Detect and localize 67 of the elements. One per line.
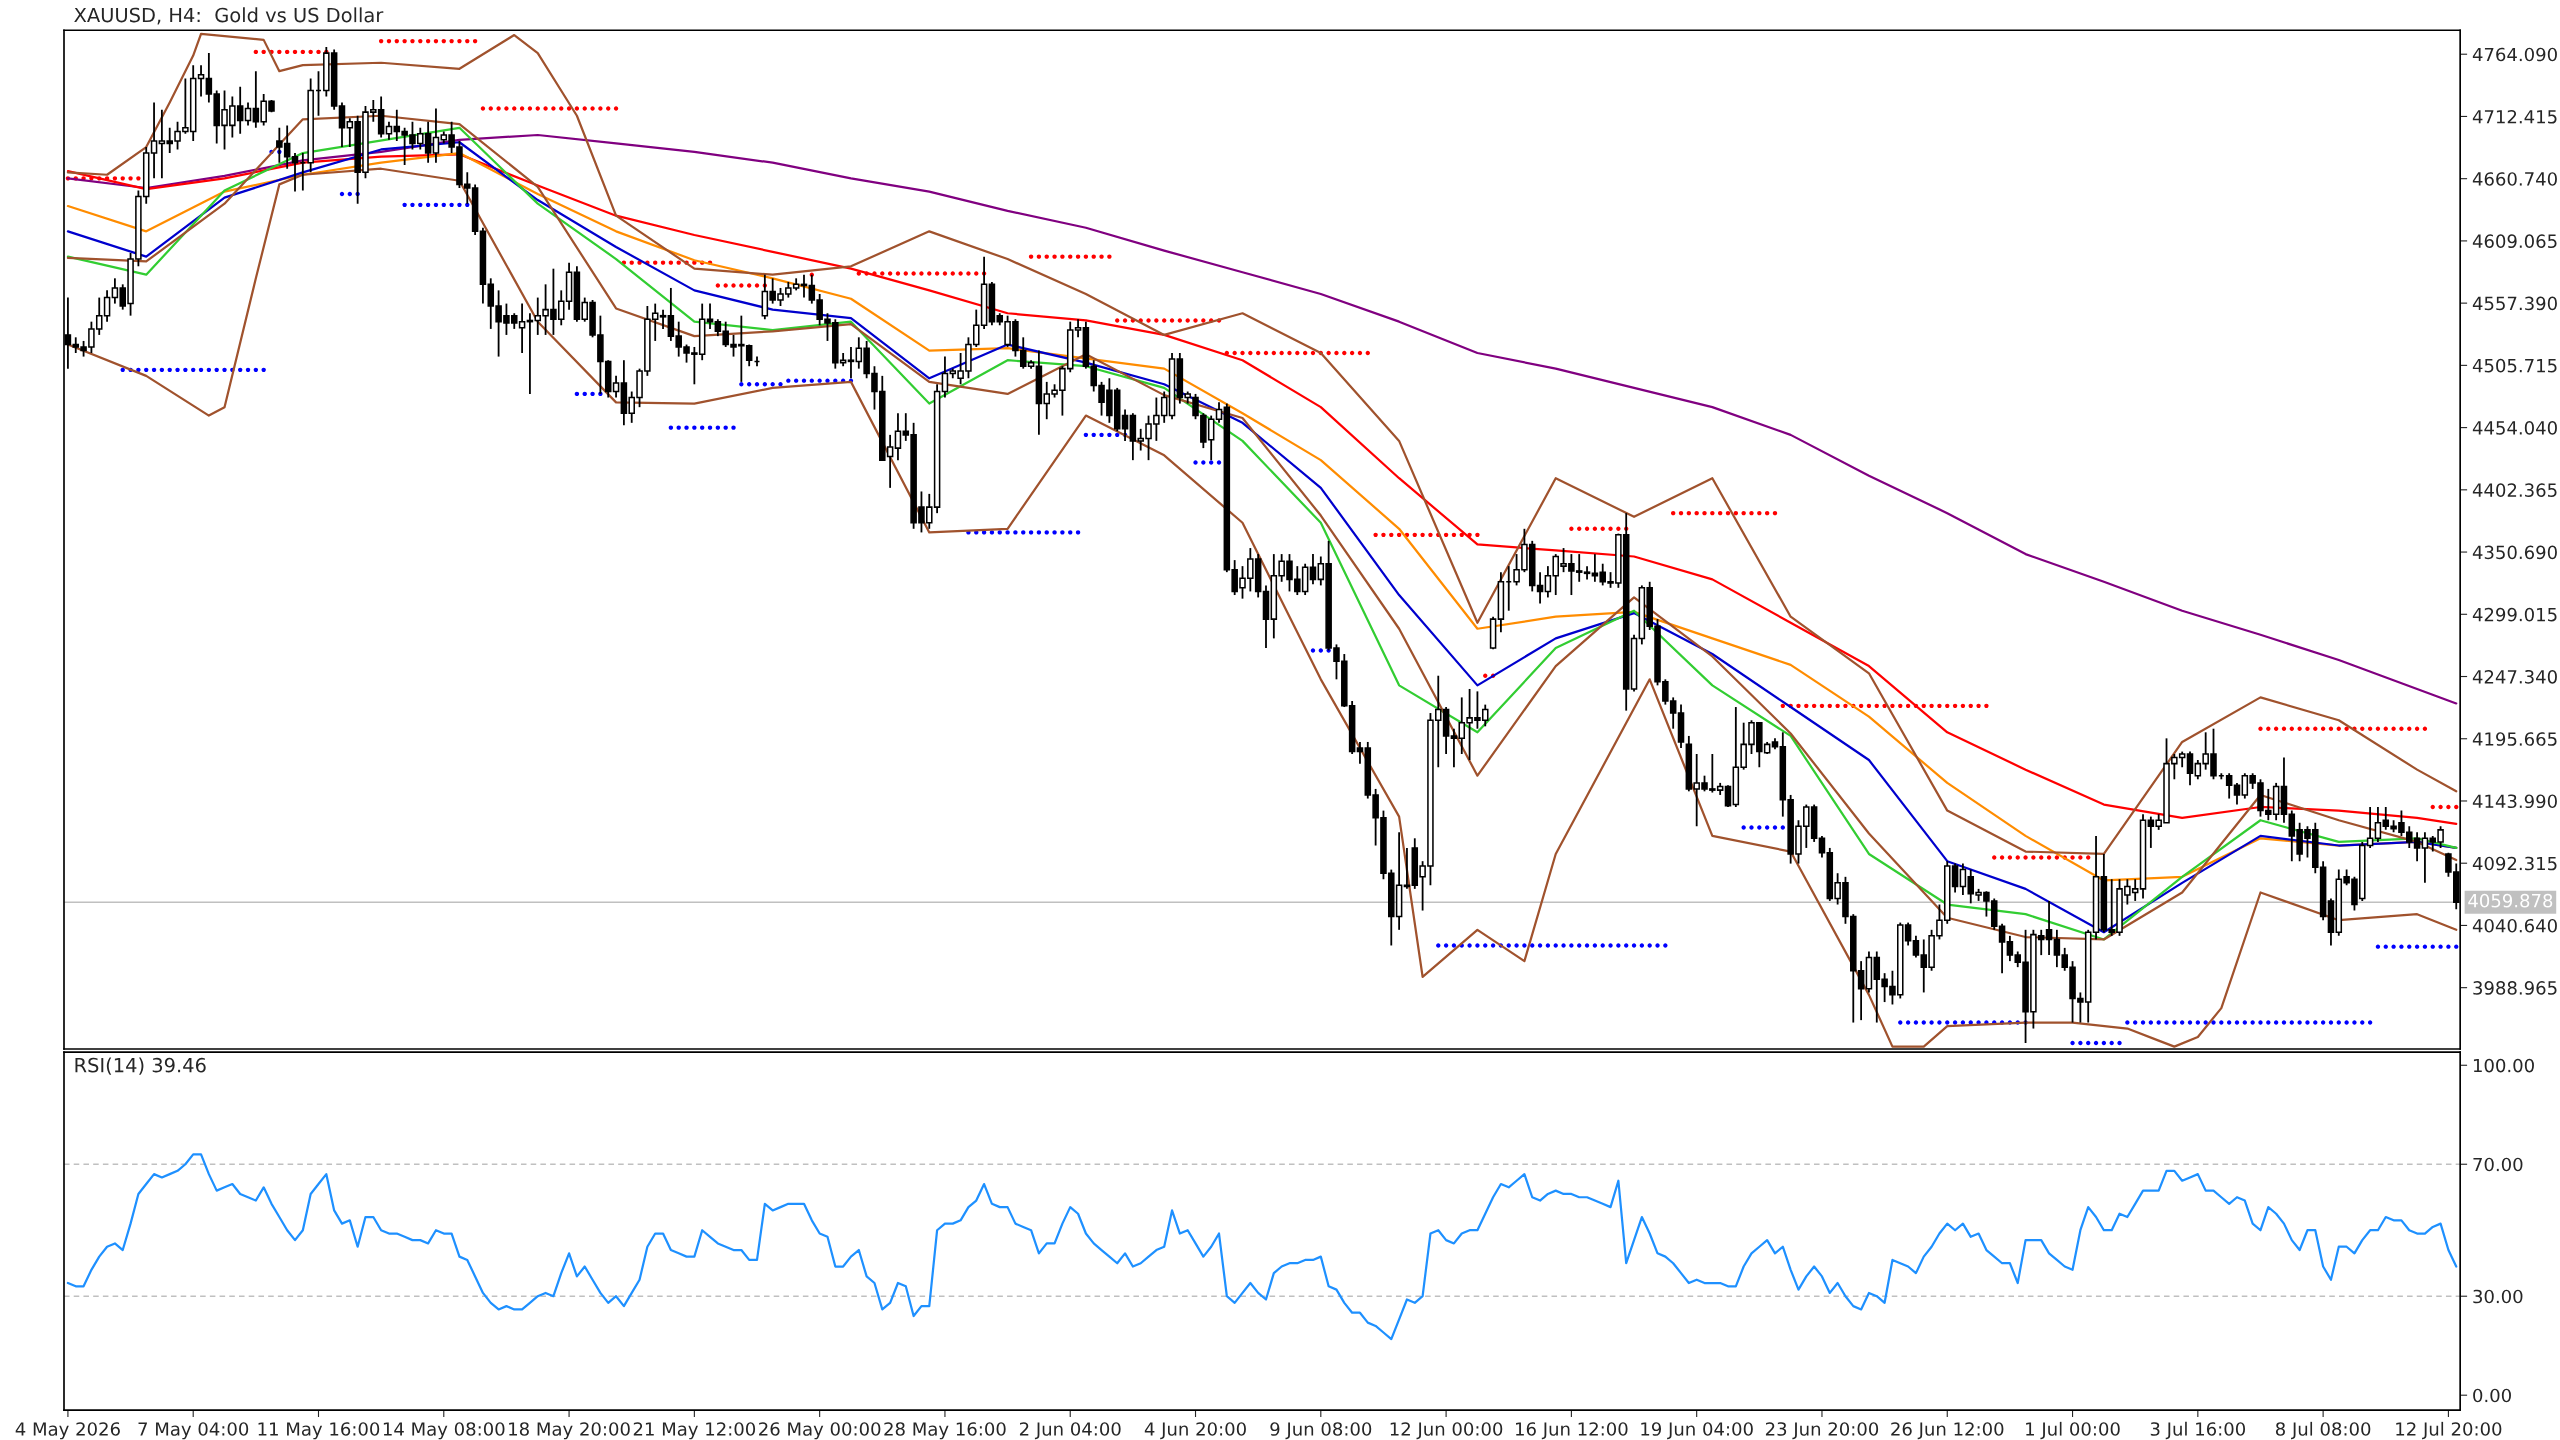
y-tick-label: 30.00: [2473, 1289, 2523, 1304]
chart-title: XAUUSD, H4: Gold vs US Dollar: [74, 7, 384, 25]
candlestick: [244, 101, 252, 127]
x-tick-label: 4 Jun 20:00: [1144, 1422, 1246, 1440]
candlestick: [1818, 834, 1826, 859]
x-tick-label: 12 Jul 20:00: [2396, 1421, 2502, 1440]
candlestick: [894, 412, 902, 462]
annotation: RSI(14) 39.46: [75, 1057, 206, 1075]
candlestick: [150, 101, 158, 180]
candlestick: [197, 64, 205, 98]
x-tick-label: 26 Jun 12:00: [1891, 1422, 2004, 1440]
y-tick-label: 4557.390: [2472, 296, 2557, 311]
y-tick-label: 4660.740: [2472, 172, 2557, 186]
candlestick: [338, 101, 346, 148]
candlestick: [432, 107, 440, 164]
y-tick-label: 4609.065: [2472, 234, 2557, 249]
y-tick-label: 70.00: [2473, 1157, 2523, 1172]
y-tick-label: 4712.415: [2472, 109, 2557, 124]
candlestick: [659, 308, 667, 330]
candlestick: [2186, 750, 2194, 787]
y-tick-label: 4247.340: [2472, 669, 2557, 684]
ref-line-label: 4059.878: [2468, 893, 2553, 908]
y-tick-label: 100.00: [2473, 1058, 2534, 1073]
x-tick-label: 18 May 20:00: [509, 1422, 630, 1440]
candlestick: [847, 346, 855, 380]
candlestick: [941, 355, 949, 399]
y-tick-label: 4350.690: [2472, 545, 2557, 560]
x-tick-label: 14 May 08:00: [383, 1422, 505, 1440]
y-tick-label: 4402.365: [2472, 483, 2557, 497]
candlestick: [706, 302, 714, 330]
y-tick-label: 4454.040: [2472, 421, 2557, 435]
candlestick: [1403, 847, 1411, 890]
x-tick-label: 3 Jul 16:00: [2150, 1421, 2246, 1440]
x-tick-label: 11 May 16:00: [258, 1422, 380, 1440]
x-tick-label: 4 May 2026: [15, 1422, 120, 1440]
x-tick-label: 26 May 00:00: [759, 1422, 881, 1440]
candlestick: [1356, 741, 1364, 765]
y-tick-label: 4505.715: [2472, 358, 2557, 373]
x-tick-label: 8 Jul 08:00: [2275, 1421, 2371, 1440]
y-tick-label: 4195.665: [2472, 732, 2557, 746]
y-tick-label: 4143.990: [2472, 794, 2557, 809]
x-tick-label: 7 May 04:00: [138, 1422, 249, 1440]
x-tick-label: 12 Jun 00:00: [1390, 1422, 1503, 1440]
x-tick-label: 21 May 12:00: [633, 1422, 756, 1440]
candlestick: [2045, 900, 2053, 957]
x-tick-label: 28 May 16:00: [884, 1422, 1006, 1440]
candlestick: [385, 120, 393, 141]
line-series: [66, 133, 2458, 705]
candlestick: [612, 374, 620, 399]
y-tick-label: 4299.015: [2472, 607, 2557, 622]
y-tick-label: 3988.965: [2473, 981, 2557, 995]
line-series: [66, 1153, 2458, 1341]
candlestick: [1309, 553, 1317, 586]
x-tick-label: 16 Jun 12:00: [1516, 1422, 1628, 1440]
y-tick-label: 0.00: [2473, 1388, 2511, 1403]
x-tick-label: 2 Jun 04:00: [1019, 1422, 1121, 1440]
candlestick: [1215, 401, 1223, 424]
y-tick-label: 4040.640: [2472, 918, 2557, 933]
candlestick: [2233, 781, 2241, 806]
candlestick: [1724, 784, 1732, 808]
y-tick-label: 4764.090: [2472, 47, 2557, 62]
x-tick-label: 23 Jun 20:00: [1765, 1422, 1879, 1440]
x-tick-label: 9 Jun 08:00: [1270, 1422, 1372, 1440]
y-tick-label: 4092.315: [2472, 856, 2557, 871]
x-tick-label: 1 Jul 00:00: [2026, 1421, 2120, 1440]
x-tick-label: 19 Jun 04:00: [1641, 1422, 1753, 1440]
candlestick: [2225, 772, 2233, 800]
